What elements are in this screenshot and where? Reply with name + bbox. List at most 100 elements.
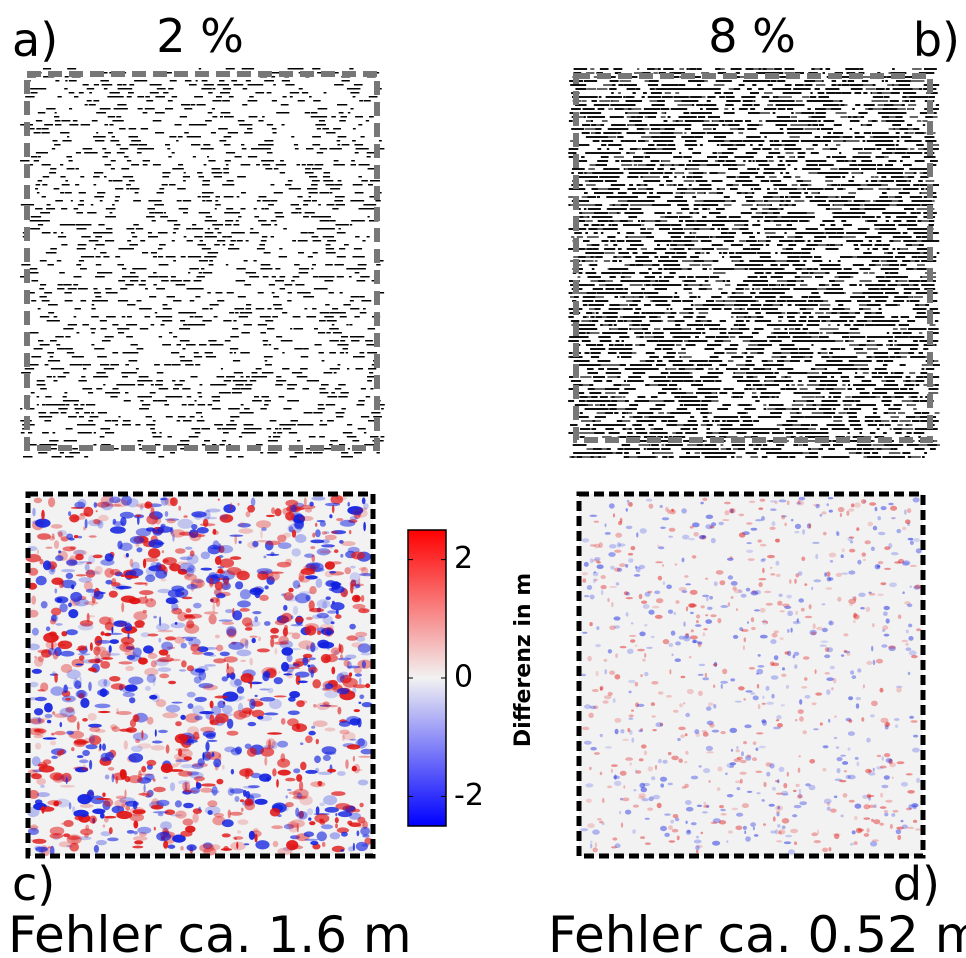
pixel [243, 260, 248, 262]
pixel [697, 296, 701, 298]
pixel [342, 348, 348, 350]
pixel [345, 352, 349, 354]
pixel [264, 400, 271, 402]
pixel [680, 428, 691, 430]
pixel [180, 320, 186, 322]
pixel [162, 304, 168, 306]
pixel [702, 392, 713, 394]
pixel [641, 360, 649, 362]
pixel [746, 372, 756, 374]
pixel [154, 212, 164, 214]
pixel [622, 252, 630, 254]
pixel [727, 360, 734, 362]
pixel [110, 160, 116, 162]
pixel [298, 212, 302, 214]
pixel [94, 292, 101, 294]
pixel [368, 184, 373, 186]
pixel [913, 284, 919, 286]
pixel [779, 196, 784, 198]
pixel [883, 268, 895, 270]
pixel [55, 188, 59, 190]
pixel [592, 140, 600, 142]
pixel [237, 176, 246, 178]
pixel [167, 316, 173, 318]
pixel [661, 448, 671, 450]
pixel [140, 400, 144, 402]
pixel [195, 412, 203, 414]
pixel [893, 84, 903, 86]
pixel [208, 264, 214, 266]
pixel [587, 404, 593, 406]
pixel [883, 364, 888, 366]
pixel [679, 404, 684, 406]
pixel [335, 224, 345, 226]
pixel [596, 448, 609, 450]
pixel [142, 160, 146, 162]
pixel [195, 296, 201, 298]
pixel [859, 68, 864, 70]
pixel [352, 140, 356, 142]
pixel [93, 288, 98, 290]
pixel [311, 180, 320, 182]
pixel [724, 308, 732, 310]
pixel [189, 344, 196, 346]
pixel [825, 108, 836, 110]
pixel [67, 136, 70, 138]
pixel [347, 368, 350, 370]
pixel [317, 332, 326, 334]
pixel [843, 188, 846, 190]
pixel [875, 264, 882, 266]
pixel [155, 96, 165, 98]
pixel [313, 100, 321, 102]
pixel [208, 92, 213, 94]
pixel [706, 252, 710, 254]
pixel [774, 372, 779, 374]
pixel [262, 164, 271, 166]
pixel [110, 368, 115, 370]
pixel [605, 408, 614, 410]
pixel [144, 316, 151, 318]
pixel [268, 204, 272, 206]
pixel [334, 200, 343, 202]
pixel [249, 380, 257, 382]
pixel [896, 140, 900, 142]
pixel [129, 244, 134, 246]
pixel [130, 280, 139, 282]
pixel [822, 136, 833, 138]
pixel [340, 340, 346, 342]
pixel [65, 80, 68, 82]
pixel [875, 312, 883, 314]
pixel [239, 412, 246, 414]
pixel [93, 432, 96, 434]
pixel [872, 392, 876, 394]
pixel [833, 404, 840, 406]
pixel [294, 68, 304, 70]
pixel [169, 80, 177, 82]
pixel [324, 216, 332, 218]
pixel [660, 116, 666, 118]
pixel [142, 328, 149, 330]
pixel [907, 404, 916, 406]
pixel [275, 428, 279, 430]
pixel [325, 184, 335, 186]
pixel [209, 252, 219, 254]
pixel [225, 220, 234, 222]
pixel [630, 244, 640, 246]
pixel [66, 168, 75, 170]
pixel [649, 316, 654, 318]
pixel [834, 172, 845, 174]
pixel [800, 424, 811, 426]
pixel [791, 104, 802, 106]
pixel [570, 320, 580, 322]
pixel [846, 196, 855, 198]
pixel [96, 300, 105, 302]
pixel [737, 220, 749, 222]
pixel [786, 384, 790, 386]
pixel [723, 196, 730, 198]
pixel [360, 416, 370, 418]
pixel [196, 104, 206, 106]
pixel [917, 264, 925, 266]
pixel [36, 384, 46, 386]
pixel [892, 124, 902, 126]
